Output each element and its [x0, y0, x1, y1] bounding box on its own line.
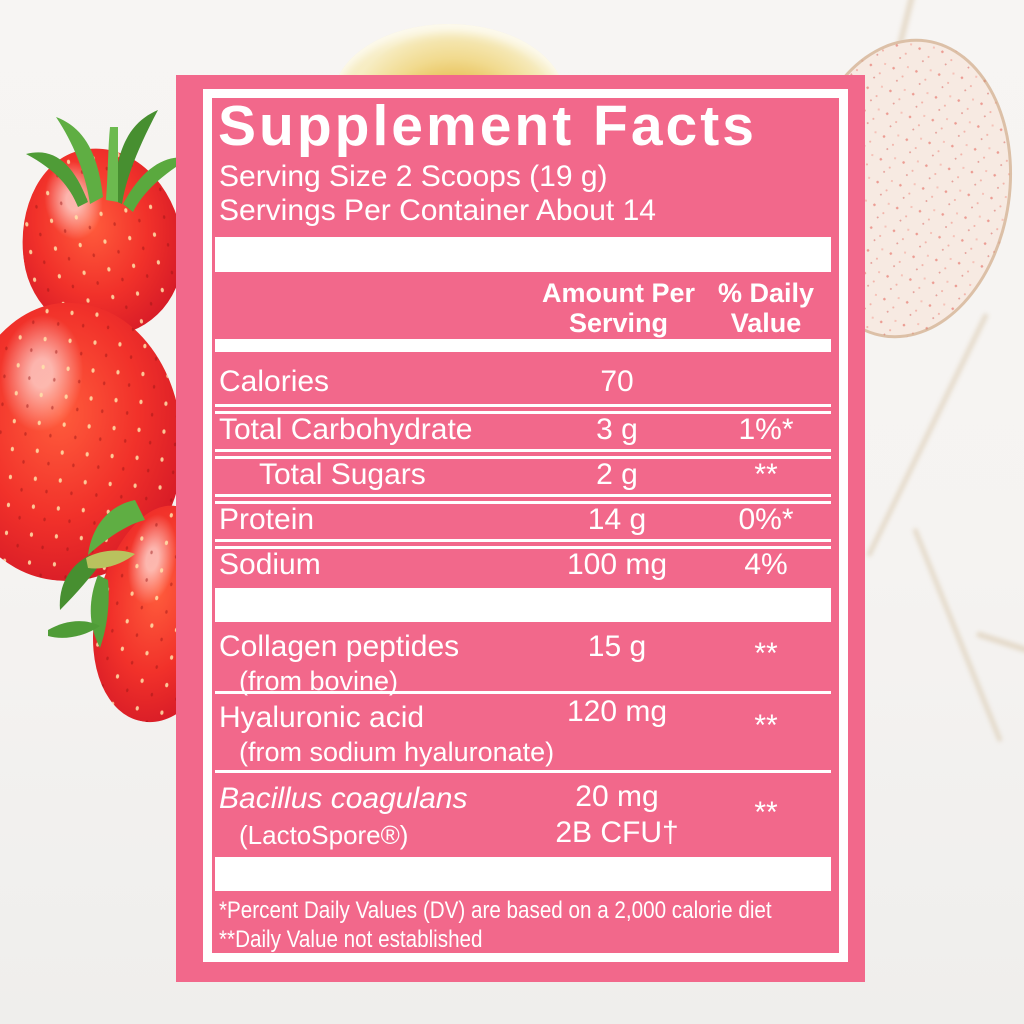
ingredient-amount: 15 g: [587, 630, 647, 663]
nutrient-dv: **: [754, 458, 778, 491]
marble-vein: [866, 312, 989, 558]
ingredient-label: Bacillus coagulans: [219, 782, 468, 815]
table-row-bacillus-coagulans: Bacillus coagulans (LactoSpore®) 20 mg 2…: [215, 780, 831, 854]
ingredient-dv: **: [754, 637, 778, 670]
servings-per-container-text: Servings Per Container About 14: [219, 194, 656, 227]
table-row-total-carbohydrate: Total Carbohydrate 3 g 1%*: [215, 411, 831, 449]
separator-bar-thick: [215, 857, 831, 891]
ingredient-source: (LactoSpore®): [239, 820, 409, 850]
separator-bar-thick: [215, 588, 831, 622]
row-separator: [215, 494, 831, 504]
nutrient-dv: 0%*: [738, 503, 794, 536]
nutrient-amount: 3 g: [596, 413, 638, 446]
column-header-amount: Amount Per Serving: [531, 278, 706, 338]
footnote-dv-not-established: **Daily Value not established: [219, 926, 483, 953]
nutrient-label: Total Carbohydrate: [219, 413, 473, 446]
column-header-dv-line1: % Daily: [717, 278, 815, 308]
column-header-amount-line2: Serving: [568, 308, 669, 338]
footnote-percent-dv: *Percent Daily Values (DV) are based on …: [219, 897, 772, 924]
strawberry-leaves: [26, 110, 190, 212]
column-header-amount-line1: Amount Per: [541, 278, 695, 308]
nutrient-amount: 2 g: [596, 458, 638, 491]
separator-bar-thin: [215, 339, 831, 352]
separator-bar-thick: [215, 237, 831, 272]
label-border-frame: [203, 89, 848, 962]
nutrient-amount: 100 mg: [566, 548, 668, 581]
column-header-dv-line2: Value: [730, 308, 802, 338]
table-row-sodium: Sodium 100 mg 4%: [215, 546, 831, 584]
table-row-collagen-peptides: Collagen peptides (from bovine) 15 g **: [215, 628, 831, 696]
ingredient-amount-cfu: 2B CFU†: [555, 816, 679, 849]
ingredient-label: Collagen peptides: [219, 630, 460, 663]
nutrient-label: Calories: [219, 365, 330, 398]
row-separator: [215, 404, 831, 414]
serving-size-text: Serving Size 2 Scoops (19 g): [219, 160, 608, 193]
nutrient-amount: 70: [600, 365, 634, 398]
supplement-facts-panel: Supplement Facts Serving Size 2 Scoops (…: [176, 75, 865, 982]
marble-vein: [975, 630, 1024, 656]
nutrient-amount: 14 g: [587, 503, 647, 536]
label-title: Supplement Facts: [218, 94, 757, 158]
ingredient-source: (from sodium hyaluronate): [239, 737, 555, 767]
ingredient-dv: **: [754, 796, 778, 829]
nutrient-dv: 1%*: [738, 413, 794, 446]
row-separator: [215, 770, 831, 773]
row-separator: [215, 539, 831, 549]
strawberry-calyx: [48, 500, 145, 648]
nutrient-label: Protein: [219, 503, 315, 536]
table-row-protein: Protein 14 g 0%*: [215, 501, 831, 539]
table-row-calories: Calories 70: [215, 360, 831, 404]
ingredient-label: Hyaluronic acid: [219, 701, 425, 734]
column-header-dv: % Daily Value: [691, 278, 841, 338]
table-row-hyaluronic-acid: Hyaluronic acid (from sodium hyaluronate…: [215, 695, 831, 771]
nutrient-label: Total Sugars: [259, 458, 426, 491]
ingredient-amount: 20 mg: [575, 780, 659, 813]
ingredient-amount: 120 mg: [566, 695, 668, 728]
row-separator: [215, 691, 831, 694]
table-row-total-sugars: Total Sugars 2 g **: [215, 456, 831, 494]
ingredient-dv: **: [754, 709, 778, 742]
nutrient-dv: 4%: [744, 548, 788, 581]
nutrient-label: Sodium: [219, 548, 321, 581]
row-separator: [215, 449, 831, 459]
